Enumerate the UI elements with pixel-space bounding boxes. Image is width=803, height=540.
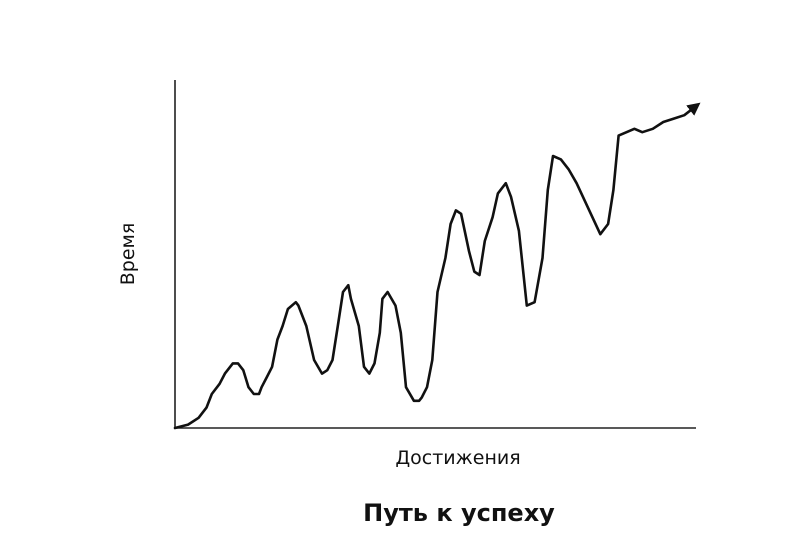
x-axis-label: Достижения (395, 447, 520, 469)
series-line-0 (173, 102, 701, 430)
y-axis-label: Время (117, 223, 139, 286)
series-group (173, 102, 701, 430)
chart-title: Путь к успеху (363, 499, 555, 527)
